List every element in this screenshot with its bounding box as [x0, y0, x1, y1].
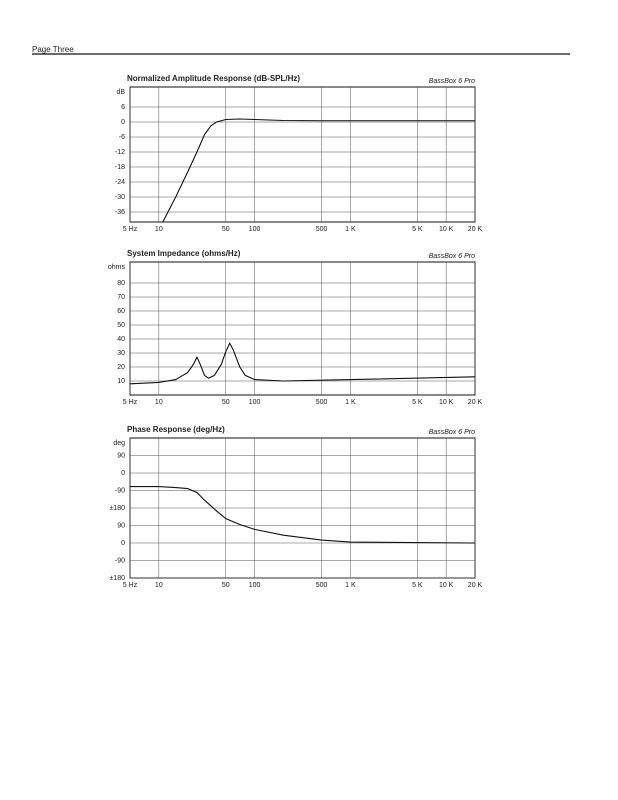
y-tick-label: -6 [119, 134, 125, 141]
annotation: BassBox 6 Pro [429, 429, 475, 436]
y-tick-label: 20 [117, 364, 125, 371]
chart-title: System Impedance (ohms/Hz) [127, 249, 241, 258]
x-tick-label: 100 [249, 226, 261, 233]
x-tick-label: 10 K [439, 399, 454, 406]
x-tick-label: 50 [222, 582, 230, 589]
x-tick-label: 1 K [345, 399, 356, 406]
x-tick-label: 5 Hz [123, 226, 138, 233]
x-tick-label: 20 K [468, 226, 483, 233]
y-tick-label: -36 [115, 209, 125, 216]
x-tick-label: 10 K [439, 582, 454, 589]
page-header: Page Three [32, 45, 74, 54]
x-tick-label: 500 [316, 582, 328, 589]
y-tick-label: 90 [117, 522, 125, 529]
x-tick-label: 5 Hz [123, 399, 138, 406]
x-tick-label: 5 K [412, 582, 423, 589]
annotation: BassBox 6 Pro [429, 253, 475, 260]
x-tick-label: 1 K [345, 226, 356, 233]
data-line [129, 341, 476, 385]
x-tick-label: 5 Hz [123, 582, 138, 589]
y-tick-label: 10 [117, 378, 125, 385]
y-tick-label: 6 [121, 104, 125, 111]
y-tick-label: -90 [115, 487, 125, 494]
y-tick-label: 0 [121, 470, 125, 477]
plot-frame [129, 261, 476, 396]
y-tick-label: 90 [117, 452, 125, 459]
x-tick-label: 500 [316, 226, 328, 233]
x-tick-label: 5 K [412, 226, 423, 233]
data-line [162, 118, 475, 223]
y-axis-label: deg [113, 440, 125, 447]
x-tick-label: 100 [249, 582, 261, 589]
annotation: BassBox 6 Pro [429, 78, 475, 85]
chart-title: Phase Response (deg/Hz) [127, 425, 225, 434]
x-tick-label: 20 K [468, 582, 483, 589]
x-tick-label: 50 [222, 399, 230, 406]
y-tick-label: 30 [117, 350, 125, 357]
y-tick-label: ±180 [109, 505, 125, 512]
y-tick-label: 80 [117, 280, 125, 287]
y-tick-label: 0 [121, 540, 125, 547]
y-tick-label: 40 [117, 336, 125, 343]
y-axis-label: dB [116, 89, 125, 96]
y-tick-label: 50 [117, 322, 125, 329]
x-tick-label: 50 [222, 226, 230, 233]
chart-title: Normalized Amplitude Response (dB-SPL/Hz… [127, 74, 300, 83]
data-line [130, 486, 476, 544]
x-tick-label: 5 K [412, 399, 423, 406]
y-tick-label: 0 [121, 119, 125, 126]
y-tick-label: -24 [115, 179, 125, 186]
y-axis-label: ohms [108, 264, 126, 271]
x-tick-label: 10 [155, 226, 163, 233]
y-tick-label: -18 [115, 164, 125, 171]
x-tick-label: 10 [155, 582, 163, 589]
y-tick-label: -90 [115, 557, 125, 564]
x-tick-label: 500 [316, 399, 328, 406]
y-tick-label: ±180 [109, 575, 125, 582]
y-tick-label: 70 [117, 294, 125, 301]
x-tick-label: 100 [249, 399, 261, 406]
y-tick-label: 60 [117, 308, 125, 315]
x-tick-label: 20 K [468, 399, 483, 406]
y-tick-label: -30 [115, 194, 125, 201]
x-tick-label: 10 K [439, 226, 454, 233]
x-tick-label: 1 K [345, 582, 356, 589]
x-tick-label: 10 [155, 399, 163, 406]
y-tick-label: -12 [115, 149, 125, 156]
